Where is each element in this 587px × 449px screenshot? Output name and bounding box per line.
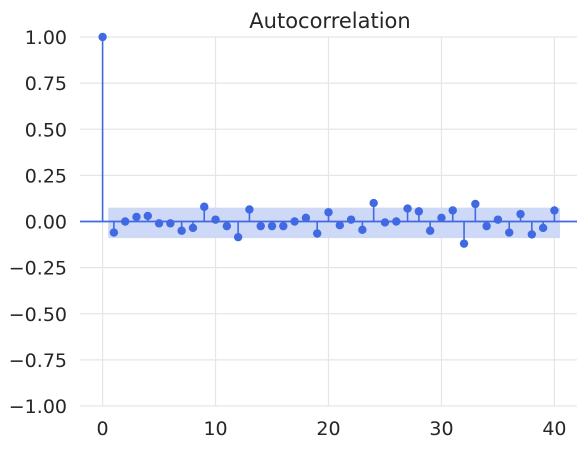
- acf-point: [335, 220, 344, 230]
- acf-point: [109, 228, 119, 237]
- acf-point: [392, 217, 401, 226]
- acf-point: [358, 225, 367, 235]
- acf-point: [132, 212, 141, 222]
- acf-point: [245, 205, 254, 214]
- y-tick-label: −1.00: [9, 396, 67, 418]
- acf-point: [166, 219, 175, 228]
- acf-point: [98, 32, 107, 42]
- acf-point: [200, 202, 209, 211]
- y-tick-label: 0.75: [25, 73, 67, 95]
- acf-point: [256, 221, 265, 231]
- y-tick-label: 0.00: [25, 212, 67, 234]
- acf-point: [527, 230, 537, 239]
- acf-point: [290, 217, 299, 226]
- acf-point: [550, 206, 559, 215]
- acf-point: [380, 218, 390, 227]
- acf-point: [211, 215, 220, 224]
- acf-point: [414, 207, 424, 216]
- y-tick-label: 0.50: [25, 119, 67, 141]
- x-tick-label: 30: [429, 418, 453, 440]
- acf-point: [459, 239, 469, 248]
- acf-point: [482, 221, 491, 231]
- markers: [98, 32, 559, 248]
- acf-point: [493, 215, 503, 224]
- y-tick-label: −0.75: [9, 350, 67, 372]
- acf-point: [313, 229, 322, 238]
- acf-point: [177, 226, 186, 235]
- x-tick-label: 0: [97, 418, 109, 440]
- acf-point: [425, 226, 435, 235]
- acf-point: [471, 199, 480, 209]
- y-tick-label: −0.50: [9, 304, 67, 326]
- acf-point: [222, 221, 232, 231]
- acf-point: [346, 215, 356, 224]
- acf-point: [154, 219, 164, 228]
- y-tick-labels: 1.00 0.75 0.50 0.25 0.00 −0.25 −0.50 −0.75 −1.00: [9, 27, 67, 418]
- acf-point: [188, 223, 198, 233]
- acf-point: [143, 211, 152, 221]
- acf-point: [369, 198, 378, 208]
- y-tick-label: 1.00: [25, 27, 67, 49]
- chart-title: Autocorrelation: [249, 9, 410, 33]
- acf-point: [120, 217, 130, 226]
- y-tick-label: 0.25: [25, 165, 67, 187]
- acf-point: [267, 221, 277, 231]
- acf-point: [233, 232, 243, 242]
- acf-point: [505, 228, 514, 237]
- acf-point: [437, 213, 446, 223]
- x-tick-label: 20: [316, 418, 340, 440]
- acf-point: [538, 223, 548, 233]
- confidence-band: [108, 207, 561, 239]
- acf-point: [403, 204, 412, 213]
- acf-point: [279, 221, 288, 231]
- acf-point: [516, 209, 525, 219]
- acf-point: [301, 213, 311, 223]
- x-tick-label: 40: [542, 418, 566, 440]
- y-tick-label: −0.25: [9, 258, 67, 280]
- x-tick-labels: 0 10 20 30 40: [97, 418, 567, 440]
- acf-point: [324, 208, 333, 217]
- acf-point: [448, 206, 457, 215]
- x-tick-label: 10: [203, 418, 227, 440]
